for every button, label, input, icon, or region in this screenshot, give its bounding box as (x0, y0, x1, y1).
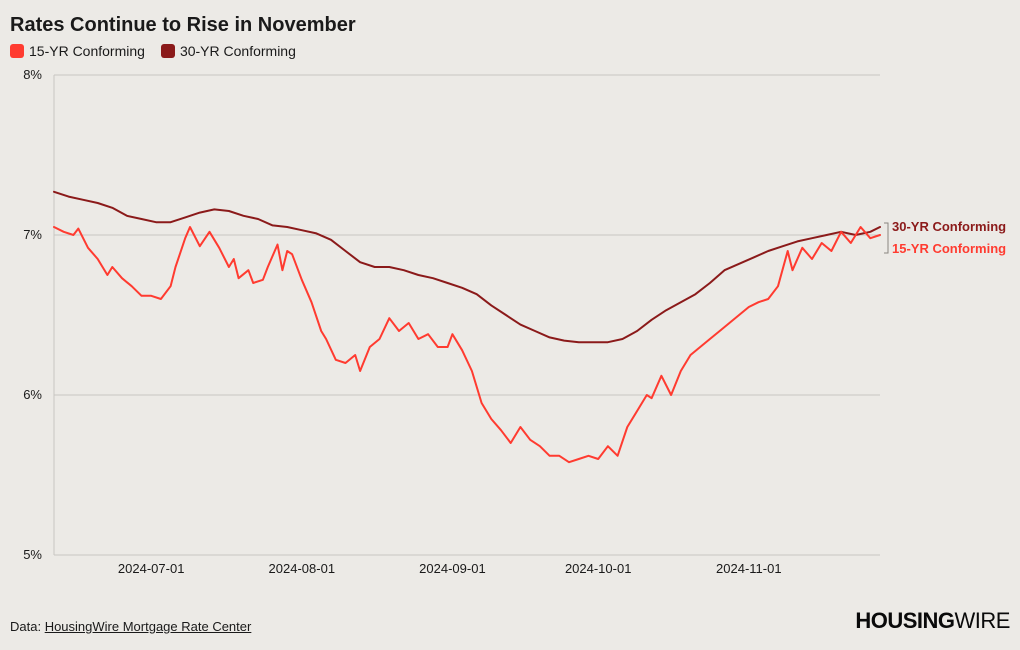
source-line: Data: HousingWire Mortgage Rate Center (10, 619, 251, 634)
brand-right: WIRE (955, 608, 1010, 633)
y-tick-label: 7% (23, 227, 42, 242)
chart-footer: Data: HousingWire Mortgage Rate Center H… (10, 608, 1010, 634)
legend-swatch-15yr (10, 44, 24, 58)
x-tick-label: 2024-11-01 (716, 561, 782, 576)
legend-label-15yr: 15-YR Conforming (29, 43, 145, 59)
end-label-s30: 30-YR Conforming (892, 219, 1006, 234)
x-tick-label: 2024-10-01 (565, 561, 632, 576)
y-tick-label: 6% (23, 387, 42, 402)
line-chart: 5% 6% 7% 8% 2024-07-01 2024-08-01 2024-09-01 20… (10, 65, 1010, 585)
brand-left: HOUSING (855, 608, 954, 633)
end-label-s15: 15-YR Conforming (892, 241, 1006, 256)
source-prefix: Data: (10, 619, 45, 634)
legend-swatch-30yr (161, 44, 175, 58)
y-tick-label: 5% (23, 547, 42, 562)
legend-item-30yr: 30-YR Conforming (161, 43, 296, 59)
y-tick-label: 8% (23, 67, 42, 82)
series-line-s15 (54, 227, 880, 462)
x-tick-label: 2024-07-01 (118, 561, 185, 576)
chart-legend: 15-YR Conforming 30-YR Conforming (10, 43, 1010, 59)
chart-container: Rates Continue to Rise in November 15-YR… (0, 0, 1020, 650)
x-tick-label: 2024-08-01 (269, 561, 336, 576)
source-link[interactable]: HousingWire Mortgage Rate Center (45, 619, 252, 634)
chart-title: Rates Continue to Rise in November (10, 14, 1010, 37)
brand-logo: HOUSINGWIRE (855, 608, 1010, 634)
series-line-s30 (54, 192, 880, 342)
legend-item-15yr: 15-YR Conforming (10, 43, 145, 59)
legend-label-30yr: 30-YR Conforming (180, 43, 296, 59)
x-tick-label: 2024-09-01 (419, 561, 486, 576)
